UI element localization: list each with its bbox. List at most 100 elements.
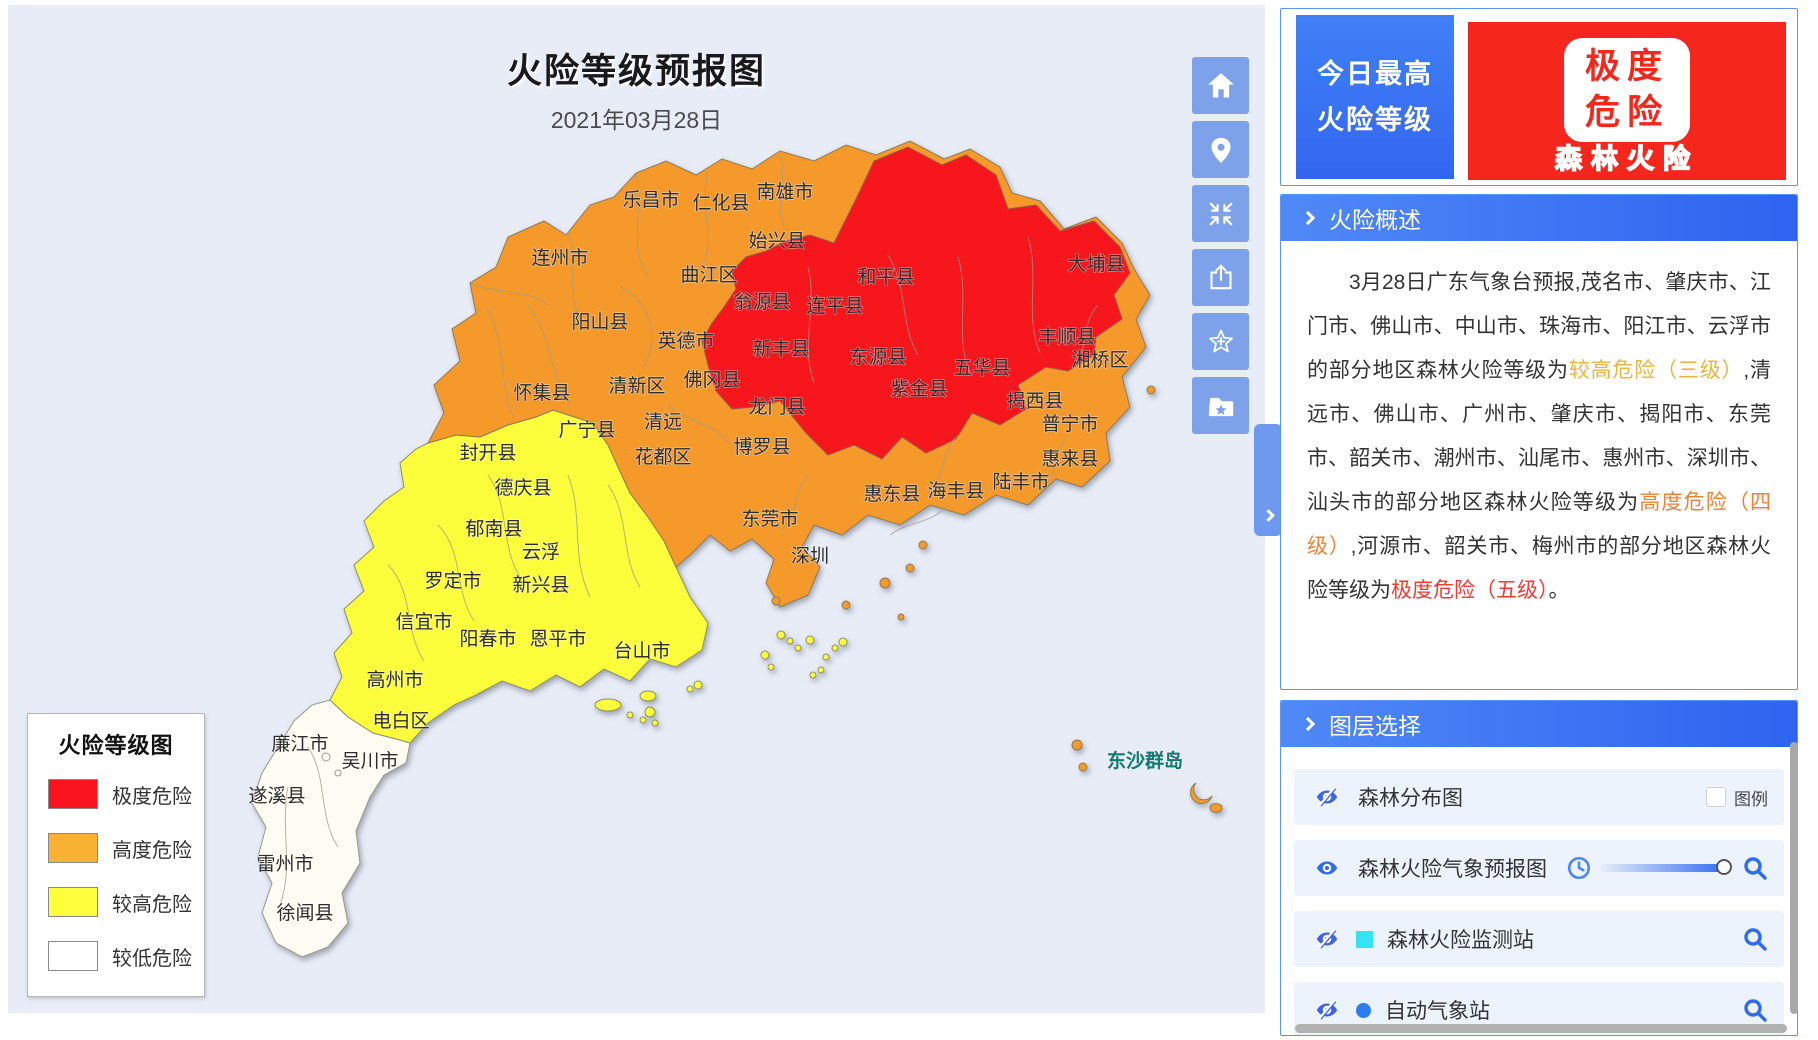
map-label: 揭西县	[1006, 390, 1063, 412]
overview-segment: 较高危险（三级）	[1568, 359, 1744, 382]
clock-icon[interactable]	[1566, 855, 1592, 881]
map-label: 连州市	[531, 247, 588, 269]
chevron-right-icon	[1300, 210, 1316, 226]
map-label: 恩平市	[529, 628, 586, 650]
map-label: 乐昌市	[622, 189, 679, 211]
overview-segment: 极度危险（五级）	[1391, 579, 1549, 602]
search-icon[interactable]	[1742, 997, 1768, 1023]
legend-title: 火险等级图	[58, 733, 174, 758]
layer-row-fire-forecast[interactable]: 森林火险气象预报图	[1294, 840, 1784, 896]
badge-level-line1: 极度	[1584, 47, 1669, 86]
map-label: 东莞市	[741, 508, 798, 530]
legend-checkbox[interactable]	[1706, 787, 1726, 807]
cyan-square-swatch	[1356, 930, 1373, 948]
layers-header-label: 图层选择	[1329, 713, 1421, 739]
map-date: 2021年03月28日	[550, 107, 723, 133]
time-slider[interactable]	[1600, 859, 1732, 875]
legend-swatch-lower	[48, 941, 98, 971]
blue-dot-swatch	[1356, 1002, 1371, 1018]
map-label: 怀集县	[513, 382, 570, 404]
map-label: 遂溪县	[248, 785, 305, 807]
map-label: 花都区	[634, 446, 691, 468]
map-label: 东源县	[849, 346, 906, 368]
layer-row-forest-distribution[interactable]: 森林分布图 图例	[1294, 769, 1784, 825]
legend-item-high: 高度危险	[48, 832, 204, 864]
overview-text: 3月28日广东气象台预报,茂名市、肇庆市、江门市、佛山市、中山市、珠海市、阳江市…	[1281, 241, 1797, 613]
legend-swatch-higher	[48, 887, 98, 917]
overview-header[interactable]: 火险概述	[1281, 195, 1797, 241]
eye-hidden-icon[interactable]	[1310, 998, 1344, 1022]
layer-label: 森林火险监测站	[1387, 929, 1534, 952]
legend-item-lower: 较低危险	[48, 940, 204, 972]
map-label: 台山市	[613, 640, 670, 662]
eye-visible-icon[interactable]	[1310, 856, 1344, 880]
overview-segment: 高度危险（四级）	[1307, 491, 1771, 558]
search-icon[interactable]	[1742, 926, 1768, 952]
layer-label: 自动气象站	[1385, 1000, 1490, 1023]
map-label: 翁源县	[733, 291, 790, 313]
map-label: 信宜市	[395, 611, 452, 633]
eye-hidden-icon[interactable]	[1310, 927, 1344, 951]
slider-knob[interactable]	[1716, 859, 1732, 875]
map-label: 湘桥区	[1071, 349, 1128, 371]
horizontal-scrollbar[interactable]	[1295, 1024, 1787, 1033]
layers-card: 图层选择 森林分布图 图例	[1280, 700, 1798, 1036]
layer-row-fire-stations[interactable]: 森林火险监测站	[1294, 911, 1784, 967]
map-label: 新兴县	[512, 574, 569, 596]
map-label: 丰顺县	[1038, 326, 1095, 348]
map-label: 新丰县	[752, 338, 809, 360]
locate-button[interactable]	[1192, 121, 1249, 178]
sidebar-collapse-tab[interactable]	[1254, 424, 1282, 536]
legend-item-higher: 较高危险	[48, 886, 204, 918]
map-label: 海丰县	[927, 480, 984, 502]
map-label: 封开县	[459, 442, 516, 464]
map-label: 廉江市	[271, 733, 328, 755]
star-add-icon	[1208, 329, 1233, 352]
today-line2: 火险等级	[1317, 105, 1433, 135]
add-favorite-button[interactable]	[1192, 313, 1249, 370]
collapse-button[interactable]	[1192, 185, 1249, 242]
map-label: 惠东县	[863, 483, 920, 505]
map-labels: 乐昌市 仁化县南雄市连州市始兴县曲江区翁源县 连平县和平县大埔县阳山县英德市 新丰县东…	[248, 180, 1184, 924]
search-icon[interactable]	[1742, 855, 1768, 881]
map-label: 深圳	[791, 545, 829, 567]
map-label: 罗定市	[424, 570, 481, 592]
eye-hidden-icon[interactable]	[1310, 785, 1344, 809]
home-button[interactable]	[1192, 57, 1249, 114]
map-label: 紫金县	[890, 378, 947, 400]
layers-header[interactable]: 图层选择	[1281, 701, 1797, 747]
collapse-arrows-icon	[1209, 202, 1232, 225]
map-label: 南雄市	[756, 181, 813, 203]
map-label: 徐闻县	[276, 902, 333, 924]
map-label: 广宁县	[558, 419, 615, 441]
map-label: 始兴县	[748, 230, 805, 252]
map-label: 和平县	[857, 266, 914, 288]
region-extreme-risk[interactable]	[701, 146, 1131, 460]
map-label: 博罗县	[733, 436, 790, 458]
map-label: 雷州市	[256, 853, 313, 875]
chevron-right-icon	[1261, 509, 1275, 522]
today-level-card: 今日最高 火险等级 极度 危险 森林火险	[1280, 8, 1798, 186]
map-label: 惠来县	[1041, 448, 1098, 470]
map-label: 德庆县	[494, 477, 551, 499]
map-label: 曲江区	[680, 264, 737, 286]
layer-label: 森林火险气象预报图	[1358, 858, 1547, 881]
vertical-scrollbar-thumb[interactable]	[1790, 742, 1798, 1014]
legend-swatch-high	[48, 833, 98, 863]
favorite-folder-button[interactable]	[1192, 377, 1249, 434]
map-label: 仁化县	[692, 192, 749, 214]
share-button[interactable]	[1192, 249, 1249, 306]
map-label: 阳山县	[571, 311, 628, 333]
share-export-icon	[1209, 263, 1232, 289]
chevron-right-icon	[1300, 716, 1316, 732]
overview-segment: 3月28日广东气象台预报,茂名市、肇庆市、江门市、佛山市、中山市、珠海市、阳江市…	[1307, 271, 1771, 382]
islands	[321, 385, 1223, 813]
map-toolbar	[1192, 57, 1249, 441]
dongsha-atoll	[1190, 782, 1213, 804]
legend-swatch-extreme	[48, 779, 98, 809]
overview-segment: ,河源市、韶关市、梅州市的部分地区森林火险等级为	[1307, 535, 1771, 602]
map-label: 英德市	[657, 330, 714, 352]
fire-risk-badge: 极度 危险 森林火险	[1468, 22, 1786, 180]
